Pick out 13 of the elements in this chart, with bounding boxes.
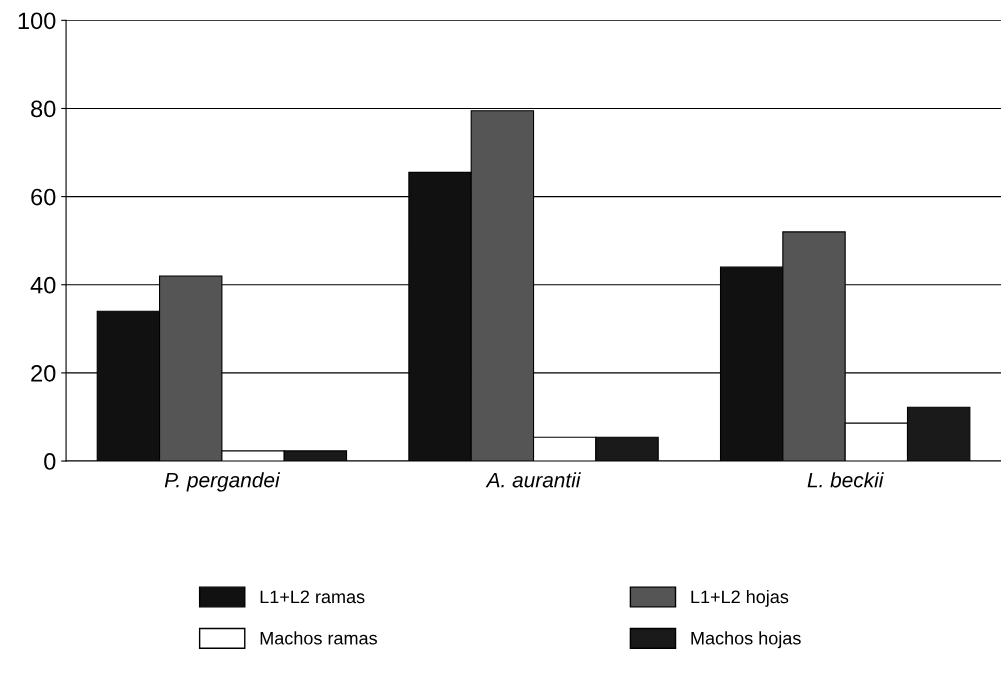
x-tick-label: P. pergandei	[164, 472, 281, 492]
y-tick-label: 20	[31, 364, 56, 382]
y-tick-label: 100	[18, 12, 56, 30]
legend-label: L1+L2 ramas	[260, 590, 365, 604]
y-tick-label: 60	[31, 188, 56, 206]
legend-label: Machos ramas	[260, 631, 377, 645]
x-tick-label: A. aurantii	[485, 472, 581, 488]
legend-label: Machos hojas	[691, 631, 801, 649]
y-tick-label: 80	[31, 100, 56, 118]
x-tick-label: L. beckii	[807, 472, 884, 488]
legend-label: L1+L2 hojas	[691, 589, 789, 607]
y-tick-label: 40	[30, 276, 56, 294]
y-tick-label: 0	[44, 453, 56, 470]
